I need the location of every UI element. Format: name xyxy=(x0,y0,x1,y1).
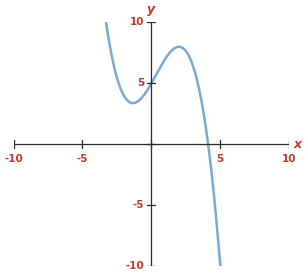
Text: y: y xyxy=(147,3,156,16)
Text: 5: 5 xyxy=(137,78,145,88)
Text: -5: -5 xyxy=(133,200,145,210)
Text: -10: -10 xyxy=(4,154,23,164)
Text: 10: 10 xyxy=(130,17,145,28)
Text: 10: 10 xyxy=(282,154,296,164)
Text: -10: -10 xyxy=(126,261,145,271)
Text: x: x xyxy=(293,138,301,151)
Text: -5: -5 xyxy=(77,154,88,164)
Text: 5: 5 xyxy=(217,154,224,164)
